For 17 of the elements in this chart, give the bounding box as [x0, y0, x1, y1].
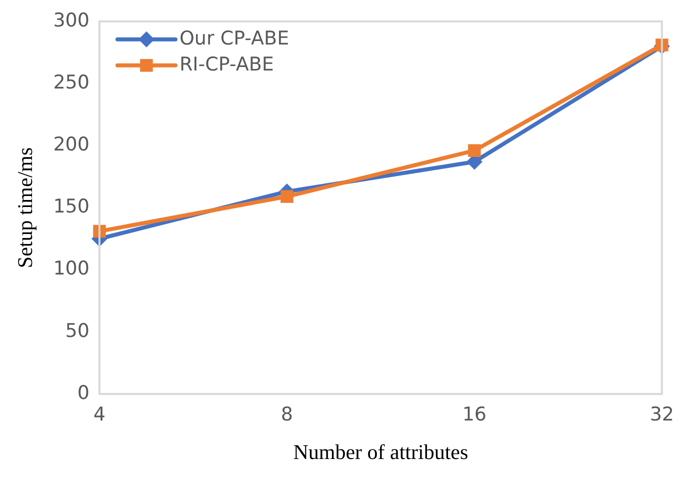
point [468, 144, 481, 157]
y-tick-label: 0 [77, 382, 90, 404]
x-tick-label: 4 [93, 403, 106, 426]
y-tick-label: 300 [53, 9, 90, 32]
x-axis-title: Number of attributes [293, 440, 468, 464]
y-tick-label: 50 [65, 320, 90, 342]
y-axis-title: Setup time/ms [13, 147, 38, 268]
x-tick-label: 8 [280, 403, 293, 426]
x-tick-label: 32 [650, 403, 674, 426]
legend-label: RI-CP-ABE [179, 53, 274, 76]
y-tick-label: 250 [53, 71, 90, 94]
y-tick-label: 100 [53, 258, 90, 280]
x-tick-label: 16 [462, 403, 487, 426]
y-tick-label: 150 [53, 196, 90, 218]
point [280, 190, 294, 203]
legend-label: Our CP-ABE [179, 27, 290, 50]
y-tick-label: 200 [53, 134, 90, 156]
